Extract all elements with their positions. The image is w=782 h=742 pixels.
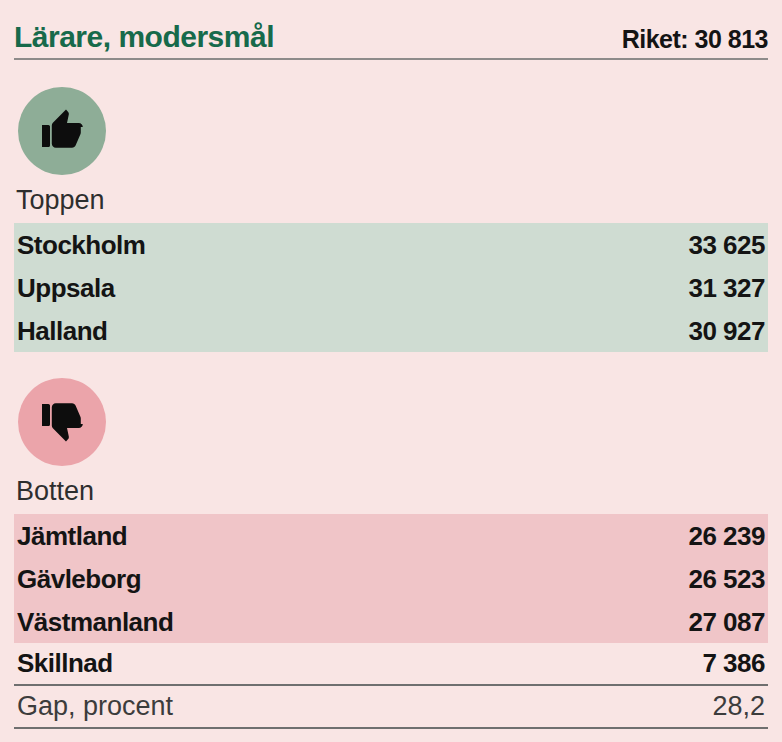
top-section-label: Toppen xyxy=(16,187,768,214)
region-name: Gävleborg xyxy=(17,566,141,592)
region-name: Uppsala xyxy=(17,275,115,301)
region-value: 26 523 xyxy=(688,566,765,592)
difference-label: Skillnad xyxy=(17,648,113,679)
difference-value: 7 386 xyxy=(702,648,765,679)
region-name: Stockholm xyxy=(17,232,145,258)
bottom-section-label: Botten xyxy=(16,478,768,505)
national-value: Riket: 30 813 xyxy=(622,27,768,52)
card-header: Lärare, modersmål Riket: 30 813 xyxy=(14,14,768,60)
region-name: Västmanland xyxy=(17,609,173,635)
table-row: Uppsala 31 327 xyxy=(17,266,765,309)
region-value: 33 625 xyxy=(688,232,765,258)
difference-row: Skillnad 7 386 xyxy=(14,643,768,686)
thumbs-down-icon xyxy=(38,396,86,444)
table-row: Västmanland 27 087 xyxy=(17,600,765,643)
region-value: 31 327 xyxy=(688,275,765,301)
table-row: Halland 30 927 xyxy=(17,309,765,352)
bottom-regions-table: Jämtland 26 239 Gävleborg 26 523 Västman… xyxy=(14,514,768,643)
region-name: Jämtland xyxy=(17,523,127,549)
salary-stat-card: Lärare, modersmål Riket: 30 813 Toppen S… xyxy=(0,0,782,742)
thumbs-up-icon xyxy=(38,107,86,155)
region-name: Halland xyxy=(17,318,107,344)
top-regions-table: Stockholm 33 625 Uppsala 31 327 Halland … xyxy=(14,223,768,352)
table-row: Gävleborg 26 523 xyxy=(17,557,765,600)
gap-value: 28,2 xyxy=(712,691,765,722)
bottom-section-badge xyxy=(18,378,106,466)
top-section-badge xyxy=(18,87,106,175)
table-row: Jämtland 26 239 xyxy=(17,514,765,557)
gap-row: Gap, procent 28,2 xyxy=(14,686,768,729)
page-title: Lärare, modersmål xyxy=(14,22,274,52)
region-value: 30 927 xyxy=(688,318,765,344)
region-value: 27 087 xyxy=(688,609,765,635)
table-row: Stockholm 33 625 xyxy=(17,223,765,266)
gap-label: Gap, procent xyxy=(17,691,173,722)
region-value: 26 239 xyxy=(688,523,765,549)
